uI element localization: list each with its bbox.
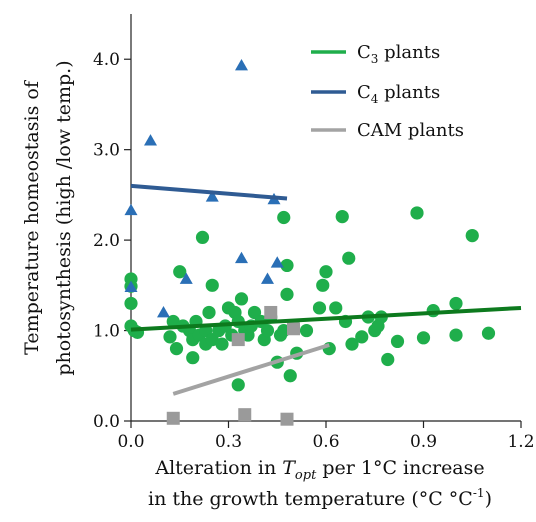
c3-point	[313, 301, 326, 314]
legend-item-c4-label: C4 plants	[357, 82, 440, 106]
legend-item-c3-label: C3 plants	[357, 42, 440, 66]
c3-point	[449, 297, 462, 310]
c4-point	[235, 59, 248, 70]
c3-point	[163, 330, 176, 343]
c3-point	[329, 301, 342, 314]
y-tick-label: 3.0	[93, 141, 120, 161]
y-tick-label: 2.0	[93, 231, 120, 251]
c3-point	[319, 265, 332, 278]
c3-point	[482, 327, 495, 340]
c3-point	[215, 338, 228, 351]
c3-point	[381, 353, 394, 366]
c3-point	[466, 229, 479, 242]
c3-fit-line	[131, 308, 521, 330]
y-tick-label: 1.0	[93, 322, 120, 342]
c3-point	[316, 279, 329, 292]
c4-point	[157, 306, 170, 317]
c3-point	[449, 328, 462, 341]
c3-point	[124, 297, 137, 310]
data-points	[124, 59, 495, 426]
c3-point	[280, 288, 293, 301]
c3-point	[355, 330, 368, 343]
c3-point	[261, 324, 274, 337]
x-tick-label: 0.9	[410, 432, 437, 452]
c4-point	[235, 252, 248, 263]
c3-point	[170, 342, 183, 355]
cam-point	[287, 322, 300, 335]
c3-point	[196, 231, 209, 244]
c3-point	[202, 306, 215, 319]
c3-point	[410, 206, 423, 219]
c3-point	[232, 378, 245, 391]
x-tick-label: 1.2	[507, 432, 534, 452]
c3-point	[300, 324, 313, 337]
c3-point	[342, 252, 355, 265]
c4-point	[125, 204, 138, 215]
c3-point	[235, 292, 248, 305]
cam-point	[264, 306, 277, 319]
c3-point	[336, 210, 349, 223]
y-tick-label: 0.0	[93, 412, 120, 432]
cam-point	[281, 413, 294, 426]
legend: C3 plants C4 plants CAM plants	[311, 42, 464, 141]
y-axis-title-line1: Temperature homeostasis of	[21, 79, 43, 355]
cam-point	[238, 408, 251, 421]
c3-point	[277, 211, 290, 224]
cam-fit-line	[173, 345, 329, 394]
c3-point	[417, 331, 430, 344]
c4-point	[144, 134, 157, 145]
c3-point	[186, 351, 199, 364]
c4-point	[261, 273, 274, 284]
cam-point	[232, 333, 245, 346]
y-tick-label: 4.0	[93, 50, 120, 70]
c3-point	[391, 335, 404, 348]
c3-point	[323, 342, 336, 355]
x-axis-title-line2: in the growth temperature (°C °C-1)	[148, 486, 492, 510]
cam-point	[167, 412, 180, 425]
y-axis-title-line2: photosynthesis (high /low temp.)	[53, 60, 75, 375]
x-axis-title-line1: Alteration in Topt per 1°C increase	[154, 457, 484, 483]
c3-point	[284, 369, 297, 382]
x-tick-label: 0.3	[215, 432, 242, 452]
c3-point	[206, 279, 219, 292]
x-tick-label: 0.0	[117, 432, 144, 452]
legend-item-cam-label: CAM plants	[357, 120, 464, 141]
x-tick-label: 0.6	[312, 432, 339, 452]
ticks: 0.0 0.3 0.6 0.9 1.2 0.0 1.0 2.0 3.0 4.0	[93, 50, 535, 452]
